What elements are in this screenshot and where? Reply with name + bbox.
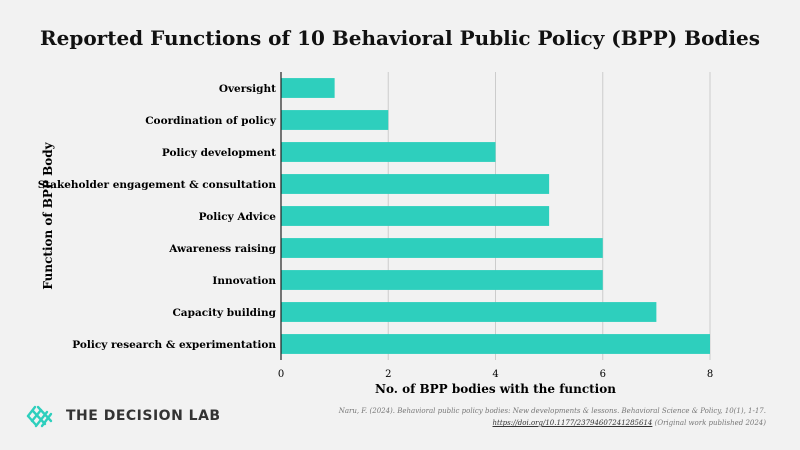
citation-doi-link[interactable]: https://doi.org/10.1177/2379460724128561…: [492, 419, 653, 427]
bar: [281, 270, 603, 290]
x-tick-label: 8: [707, 369, 713, 380]
bar: [281, 174, 550, 194]
citation-line2: https://doi.org/10.1177/2379460724128561…: [306, 417, 766, 429]
category-labels: Oversight Coordination of policy Policy de…: [38, 83, 277, 351]
category-label: Stakeholder engagement & consultation: [38, 179, 277, 191]
brand-logo: THE DECISION LAB: [26, 402, 221, 430]
source-citation: Naru, F. (2024). Behavioral public polic…: [306, 405, 766, 429]
category-label: Oversight: [219, 83, 276, 95]
category-label: Capacity building: [172, 307, 276, 319]
bar-chart: Oversight Coordination of policy Policy de…: [38, 72, 713, 396]
bar: [281, 78, 335, 98]
category-label: Policy development: [162, 147, 276, 159]
bar: [281, 110, 389, 130]
x-axis-title: No. of BPP bodies with the function: [375, 382, 616, 396]
chart-title: Reported Functions of 10 Behavioral Publ…: [40, 26, 760, 50]
decision-lab-logo-icon: [26, 405, 53, 428]
citation-note: (Original work published 2024): [654, 419, 766, 427]
category-label: Policy Advice: [199, 211, 277, 223]
bar: [281, 142, 496, 162]
x-tick-label: 0: [278, 369, 284, 380]
x-tick-label: 4: [492, 369, 498, 380]
bar: [281, 238, 603, 258]
bar: [281, 334, 710, 354]
category-label: Innovation: [212, 275, 276, 287]
logo-text: THE DECISION LAB: [66, 408, 221, 424]
y-axis-title: Function of BPP Body: [41, 141, 55, 289]
x-tick-label: 6: [600, 369, 606, 380]
citation-text: Naru, F. (2024). Behavioral public polic…: [338, 407, 766, 415]
bar: [281, 206, 550, 226]
category-label: Coordination of policy: [145, 115, 277, 127]
bars: [281, 78, 710, 354]
category-label: Policy research & experimentation: [72, 339, 276, 351]
category-label: Awareness raising: [168, 243, 276, 255]
bar: [281, 302, 657, 322]
x-tick-label: 2: [385, 369, 391, 380]
x-tick-labels: 0 2 4 6 8: [278, 369, 713, 380]
